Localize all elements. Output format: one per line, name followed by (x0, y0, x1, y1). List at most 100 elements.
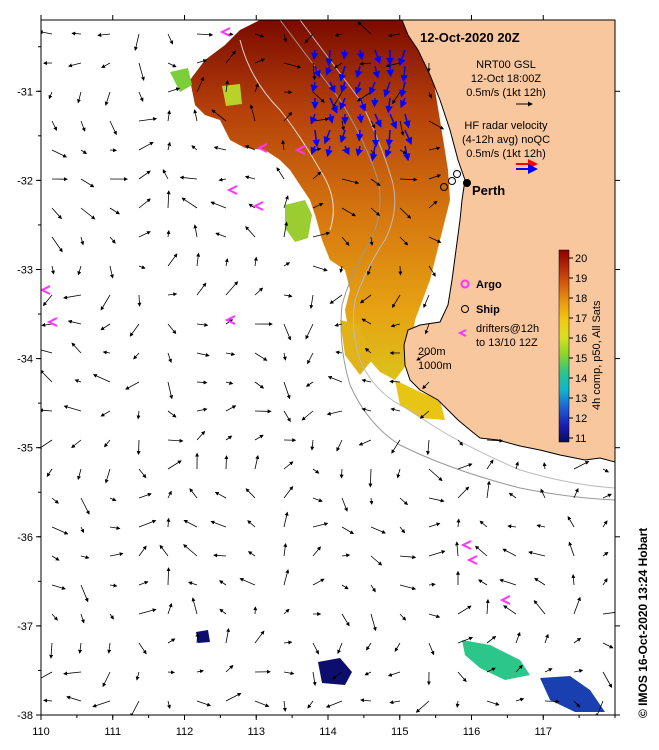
y-tick-label: -37 (17, 621, 33, 633)
current-vector (533, 599, 546, 615)
current-vector (167, 352, 172, 363)
current-vector (102, 350, 111, 355)
current-vector (129, 323, 140, 337)
current-vector (63, 405, 82, 412)
current-vector (327, 375, 343, 383)
sst-green-patch (462, 640, 530, 680)
current-vector (369, 236, 374, 246)
current-vector (283, 485, 294, 499)
current-vector (312, 171, 322, 180)
current-vector (428, 200, 438, 209)
current-vector (196, 252, 201, 267)
current-vector (341, 178, 360, 185)
current-vector (428, 642, 435, 656)
ship-marker (440, 183, 448, 191)
bathymetry-200m (299, 20, 615, 489)
current-vector (455, 541, 460, 557)
current-vector (225, 281, 239, 296)
radar-vector (325, 49, 333, 67)
radar-legend-line1: HF radar velocity (464, 120, 548, 132)
radar-vector (329, 97, 338, 114)
current-vector (335, 350, 343, 355)
current-vector (225, 50, 236, 64)
current-vector (254, 287, 264, 296)
current-vector (51, 555, 60, 561)
current-vector (214, 491, 227, 499)
current-vector (283, 671, 295, 676)
current-vector (218, 177, 227, 182)
current-vector (341, 613, 350, 627)
current-vector (281, 139, 286, 151)
current-vector (137, 294, 142, 307)
current-vector (534, 577, 546, 586)
current-vector (213, 553, 227, 558)
current-vector (159, 544, 169, 557)
current-vector (245, 488, 256, 499)
current-vector (329, 294, 343, 304)
current-vector (80, 178, 95, 188)
current-vector (225, 380, 234, 385)
current-vector (479, 520, 488, 528)
current-vector (503, 605, 517, 615)
current-vector (602, 612, 615, 615)
radar-vector (340, 81, 348, 93)
current-vector (456, 518, 461, 528)
current-vector (399, 497, 409, 506)
current-vector (390, 407, 401, 412)
colorbar (558, 249, 570, 443)
current-vector (225, 80, 230, 93)
radar-vector (398, 49, 406, 67)
current-vector (428, 582, 436, 587)
radar-vector (386, 65, 394, 78)
current-vector (210, 520, 227, 528)
current-vector (51, 265, 55, 275)
current-vector (166, 517, 171, 528)
radar-vector (310, 49, 319, 61)
current-vector (191, 597, 198, 615)
current-vector (213, 146, 227, 151)
current-vector (138, 519, 157, 528)
current-vector (219, 608, 227, 615)
current-vector (51, 584, 66, 590)
radar-vector (371, 97, 379, 108)
current-vector (225, 664, 234, 673)
current-vector (333, 62, 343, 69)
radar-vector (342, 145, 350, 156)
current-vector (334, 32, 343, 37)
perth-marker (463, 179, 471, 187)
current-vector (249, 104, 256, 122)
current-vector (92, 374, 111, 383)
current-vector (225, 627, 231, 644)
current-vector (71, 439, 82, 449)
radar-vector (338, 65, 347, 82)
x-tick-label: 116 (463, 726, 481, 738)
current-vector (254, 352, 268, 361)
current-vector (595, 700, 604, 715)
current-vector (508, 492, 517, 499)
current-vector (74, 379, 82, 383)
current-vector (387, 671, 401, 677)
radar-vector (385, 97, 393, 114)
current-vector (341, 553, 351, 558)
radar-vector (399, 81, 407, 98)
current-vector (77, 91, 82, 104)
current-vector (138, 580, 149, 586)
current-vector (390, 323, 401, 328)
current-vector (341, 584, 349, 590)
current-vector (196, 32, 214, 37)
current-vector (138, 642, 147, 655)
x-axis-ticks: 110 111 112 113 114 115 116 117 (32, 15, 616, 738)
current-vector (428, 236, 442, 243)
current-vector (41, 349, 53, 354)
current-vector (428, 522, 441, 528)
current-vector (43, 698, 53, 703)
sst-green-patch (285, 200, 312, 242)
current-vector (67, 319, 82, 325)
current-vector (399, 526, 406, 534)
current-vector (283, 569, 290, 586)
current-vector (399, 236, 409, 246)
current-vector (399, 584, 417, 591)
current-vector (135, 671, 140, 681)
map-title: 12-Oct-2020 20Z (420, 30, 520, 45)
current-vector (370, 584, 376, 593)
